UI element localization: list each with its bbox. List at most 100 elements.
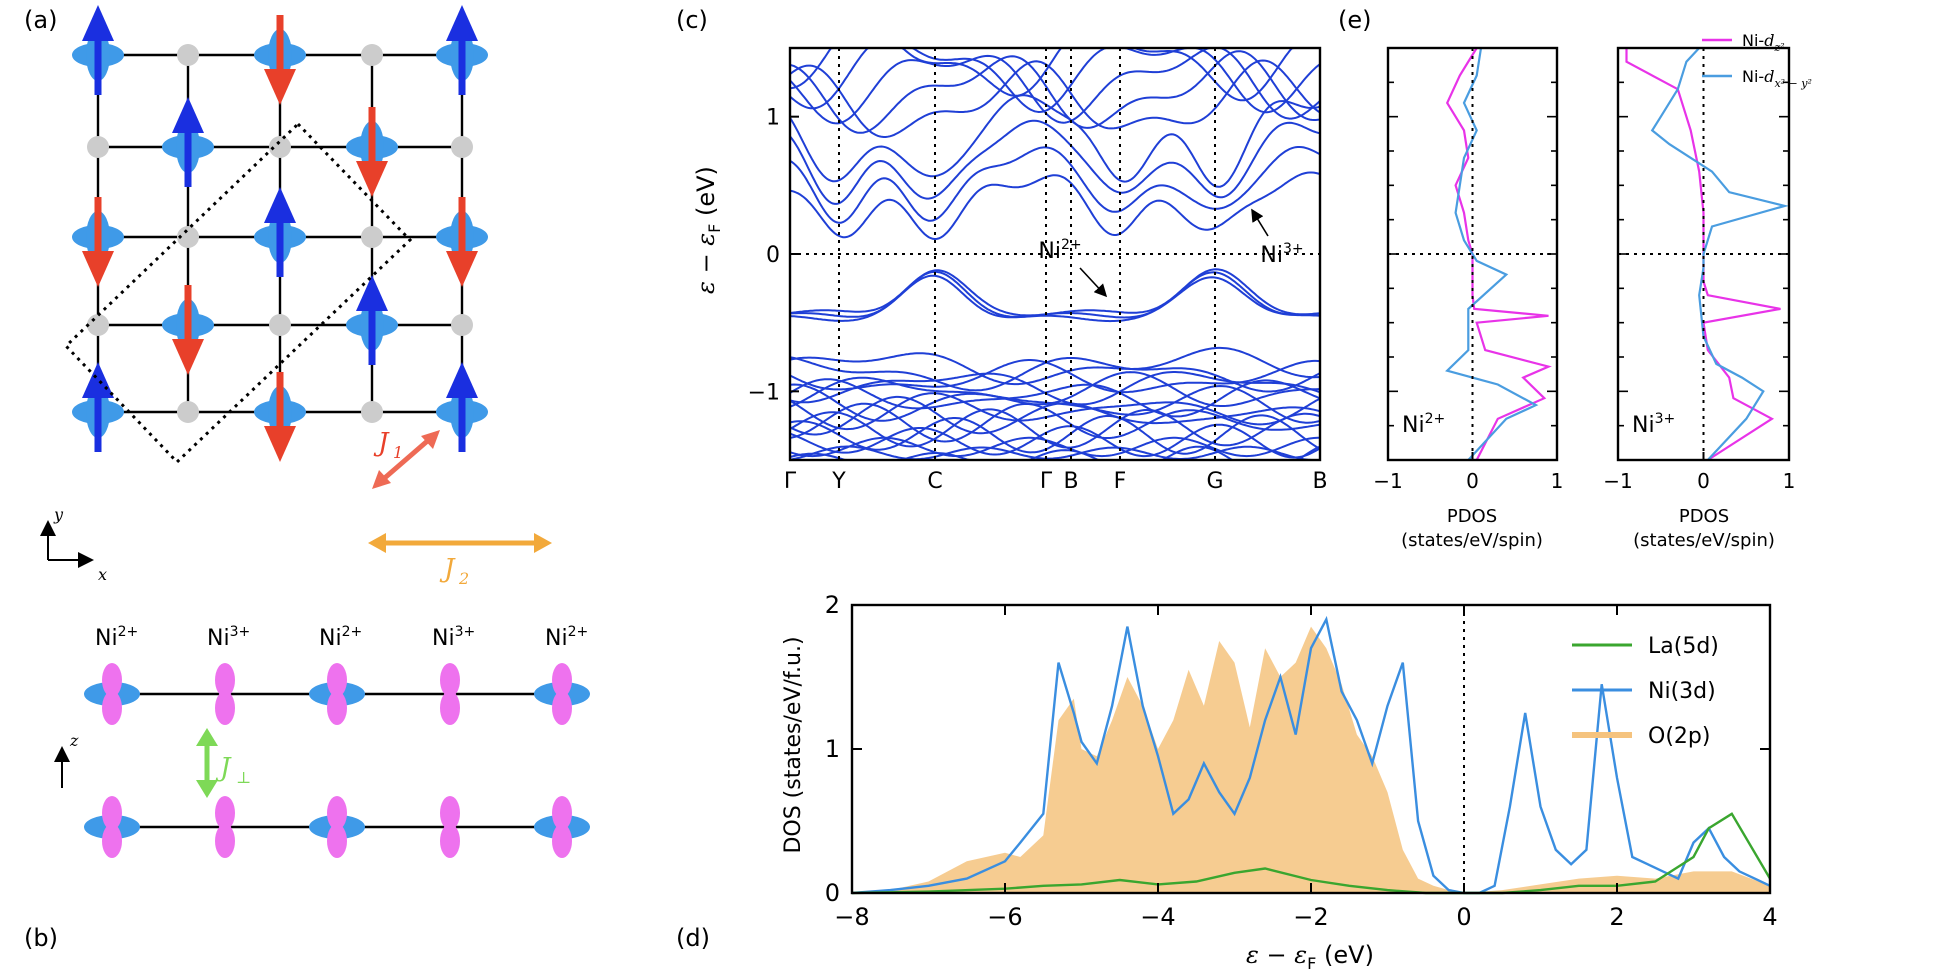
j1-label: J — [373, 428, 390, 458]
spin-down-arrow — [356, 161, 388, 197]
dz2-orbital-lobe — [215, 796, 235, 830]
dz2-orbital-lobe — [102, 691, 122, 725]
panel-b-chain — [84, 663, 590, 858]
k-point-label: B — [1063, 469, 1078, 494]
jperp-subscript: ⊥ — [236, 768, 251, 787]
pdos-ni2-plot: −1 0 1 — [1373, 46, 1564, 493]
dz2-orbital-lobe — [327, 824, 347, 858]
panel-label-c: (c) — [676, 6, 708, 34]
spin-down-arrow — [82, 251, 114, 287]
dos-y-tick-label: 1 — [825, 735, 840, 763]
pdos-x-tick-label: 1 — [1551, 469, 1564, 493]
spin-down-shaft — [94, 197, 102, 253]
pdos-ni3-plot: −1 0 1 — [1603, 46, 1795, 493]
band-y-tick-label: 0 — [766, 243, 780, 268]
oxygen-site — [361, 44, 383, 66]
dos-x-tick-label: 0 — [1456, 903, 1471, 931]
spin-down-shaft — [276, 15, 284, 71]
band-line — [789, 346, 1321, 386]
axis-x-label: x — [98, 565, 107, 584]
spin-up-shaft — [458, 39, 466, 95]
oxygen-site — [361, 226, 383, 248]
dz2-orbital-lobe — [327, 691, 347, 725]
ion-label-2: Ni3+ — [207, 624, 250, 651]
annotation-ni2: Ni2+ — [1038, 237, 1081, 264]
pdos-ni2-ion-label: Ni2+ — [1402, 411, 1445, 438]
band-line — [789, 378, 1321, 418]
pdos-ni3-xlabel-2: (states/eV/spin) — [1633, 530, 1775, 551]
k-point-label: F — [1114, 469, 1127, 494]
spin-down-arrow — [264, 426, 296, 462]
dos-x-tick-label: −2 — [1293, 903, 1328, 931]
spin-up-shaft — [276, 221, 284, 277]
pdos-line-ni-dx2-y2 — [1445, 47, 1539, 461]
dz2-orbital-lobe — [440, 796, 460, 830]
band-line — [789, 47, 1321, 125]
dos-line-la5d — [851, 812, 1772, 895]
spin-up-shaft — [368, 309, 376, 365]
band-line — [789, 146, 1321, 224]
band-line — [789, 371, 1321, 406]
dz2-orbital-lobe — [102, 796, 122, 830]
dos-x-tick-label: −6 — [987, 903, 1022, 931]
k-point-label: B — [1312, 469, 1327, 494]
band-line — [789, 445, 1320, 461]
dos-area-o2p — [852, 626, 1770, 893]
band-line — [789, 395, 1321, 436]
band-line — [789, 423, 1321, 459]
annotation-ni2-arrow — [1079, 267, 1108, 298]
dz2-orbital-lobe — [215, 663, 235, 697]
spin-up-shaft — [458, 396, 466, 452]
pdos-line-ni-dz2 — [1445, 47, 1552, 461]
axis-z-label: z — [69, 731, 79, 750]
panel-a-lattice — [63, 5, 488, 465]
band-y-axis-label: ε − εF (eV) — [692, 166, 724, 294]
panel-label-e: (e) — [1338, 6, 1372, 34]
spin-up-arrow — [446, 5, 478, 41]
band-line — [789, 436, 1320, 458]
oxygen-site — [87, 136, 109, 158]
oxygen-site — [177, 226, 199, 248]
panel-label-d: (d) — [676, 924, 710, 952]
k-point-label: C — [927, 469, 942, 494]
band-line — [789, 359, 1321, 394]
oxygen-site — [361, 401, 383, 423]
spin-down-shaft — [458, 197, 466, 253]
j2-arrow: J 2 — [368, 533, 552, 588]
ion-label-5: Ni2+ — [545, 624, 588, 651]
spin-up-arrow — [264, 187, 296, 223]
dz2-orbital-lobe — [102, 663, 122, 697]
pdos-ni3-chart: −1 0 1 Ni3+ PDOS (states/eV/spin) — [1603, 46, 1795, 551]
ion-label-4: Ni3+ — [432, 624, 475, 651]
spin-up-shaft — [94, 396, 102, 452]
dos-plot: −8 −6 −4 −2 0 2 4 0 1 2 — [825, 591, 1778, 931]
j1-subscript: 1 — [393, 443, 403, 462]
pdos-ni3-ion-label: Ni3+ — [1632, 411, 1675, 438]
legend-label-la5d: La(5d) — [1648, 634, 1719, 659]
pdos-ni2-xlabel-2: (states/eV/spin) — [1401, 530, 1543, 551]
band-line — [789, 402, 1321, 443]
annotation-ni3-arrow — [1251, 208, 1269, 237]
spin-up-arrow — [82, 362, 114, 398]
oxygen-site — [177, 44, 199, 66]
spin-up-shaft — [94, 39, 102, 95]
spin-up-arrow — [82, 5, 114, 41]
dos-chart: −8 −6 −4 −2 0 2 4 0 1 2 DOS (states/eV/f.u.) ε − … — [781, 591, 1778, 969]
dz2-orbital-lobe — [552, 663, 572, 697]
panel-label-a: (a) — [24, 6, 57, 34]
band-line — [789, 119, 1321, 205]
pdos-x-tick-label: −1 — [1603, 469, 1632, 493]
j1-arrow: J 1 — [372, 428, 440, 489]
oxygen-site — [177, 401, 199, 423]
band-line — [789, 94, 1321, 188]
pdos-ni2-xlabel-1: PDOS — [1447, 506, 1497, 527]
pdos-x-tick-label: 0 — [1697, 469, 1710, 493]
oxygen-site — [451, 136, 473, 158]
pdos-legend: Ni-dz² Ni-dx² − y² — [1702, 31, 1812, 90]
dz2-orbital-lobe — [102, 824, 122, 858]
k-point-label: Γ — [784, 469, 797, 494]
dz2-orbital-lobe — [215, 824, 235, 858]
ion-label-3: Ni2+ — [319, 624, 362, 651]
